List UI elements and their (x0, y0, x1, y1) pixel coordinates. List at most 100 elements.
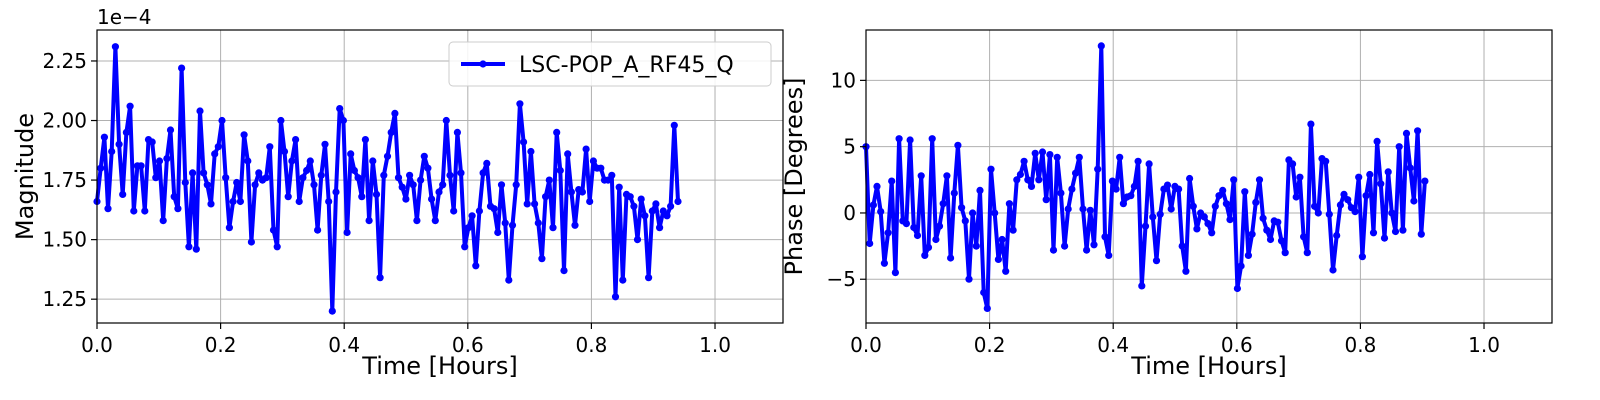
data-point (895, 135, 903, 143)
data-point (1266, 235, 1275, 244)
data-point (965, 275, 973, 283)
data-point (1005, 200, 1014, 208)
data-point (1027, 182, 1036, 190)
data-point (1020, 157, 1028, 165)
data-point (1314, 209, 1322, 217)
data-point (1068, 185, 1076, 193)
data-point (295, 197, 303, 206)
data-point (1208, 229, 1216, 237)
data-point (1200, 213, 1208, 221)
data-point (200, 169, 208, 177)
data-point (1219, 186, 1227, 194)
data-point (1061, 242, 1069, 250)
data-point (152, 174, 160, 182)
data-point (317, 171, 325, 179)
data-point (1344, 196, 1352, 204)
data-point (1035, 176, 1043, 184)
y-tick-label: 1.75 (42, 168, 87, 192)
data-point (928, 135, 936, 143)
data-point (1042, 196, 1050, 204)
data-point (1057, 189, 1065, 197)
data-point (943, 172, 951, 180)
data-point (1421, 177, 1429, 185)
data-point (251, 181, 259, 189)
data-point (1263, 226, 1271, 234)
data-point (428, 195, 436, 203)
series-markers (862, 42, 1429, 312)
data-point (670, 121, 678, 129)
data-point (1163, 181, 1172, 189)
data-point (196, 107, 204, 115)
data-point (1233, 284, 1241, 293)
data-point (336, 105, 344, 113)
data-point (185, 243, 193, 251)
data-point (556, 166, 564, 175)
data-point (163, 155, 171, 163)
data-point (159, 217, 167, 225)
data-point (1204, 220, 1212, 228)
data-point (1116, 153, 1124, 161)
y-tick-label: 1.25 (42, 287, 87, 311)
data-point (531, 200, 539, 208)
data-point (641, 212, 649, 220)
data-point (1296, 173, 1304, 181)
data-point (542, 193, 550, 201)
data-point (1410, 197, 1418, 205)
data-point (100, 133, 108, 141)
data-point (1094, 165, 1102, 173)
data-point (1380, 234, 1389, 242)
data-point (939, 200, 947, 208)
data-point (464, 224, 472, 232)
data-point (321, 140, 329, 148)
data-point (325, 197, 333, 206)
data-point (1130, 182, 1138, 190)
data-point (527, 147, 535, 156)
data-point (645, 274, 653, 282)
data-point (181, 178, 189, 187)
data-point (1186, 174, 1194, 183)
data-point (347, 150, 355, 158)
data-point (880, 259, 889, 267)
data-point (633, 236, 642, 244)
x-tick-label: 0.8 (1345, 333, 1377, 357)
data-point (203, 181, 211, 189)
data-point (104, 205, 112, 213)
data-point (269, 226, 278, 234)
data-point (1289, 160, 1297, 168)
y-tick-label: 0 (843, 201, 856, 225)
x-tick-label: 0.8 (576, 333, 608, 357)
data-point (222, 174, 230, 182)
data-point (170, 193, 178, 201)
data-point (888, 177, 896, 185)
data-point (608, 171, 616, 179)
axes-frame (96, 29, 784, 324)
x-tick-label: 0.6 (1221, 333, 1253, 357)
data-point (571, 221, 579, 229)
data-point (475, 207, 483, 215)
data-point (240, 131, 248, 139)
data-point (994, 255, 1003, 263)
data-point (972, 242, 980, 250)
data-point (1388, 209, 1396, 217)
data-point (233, 178, 241, 187)
x-tick-label: 0.2 (974, 333, 1006, 357)
data-point (1274, 218, 1282, 226)
data-point (1277, 237, 1286, 245)
data-point (1292, 193, 1300, 201)
data-point (1072, 169, 1080, 177)
data-point (619, 276, 627, 284)
data-point (1149, 213, 1157, 221)
x-axis-label: Time [Hours] (361, 352, 517, 380)
data-point (1391, 227, 1400, 236)
y-tick-label: 5 (843, 135, 856, 159)
data-point (1259, 214, 1267, 222)
data-point (218, 116, 226, 125)
data-point (1075, 153, 1083, 161)
y-axis-label: Phase [Degrees] (780, 78, 808, 276)
data-point (954, 141, 962, 149)
x-tick-label: 0.0 (850, 333, 882, 357)
data-point (372, 190, 381, 198)
data-point (446, 171, 454, 179)
data-point (1307, 120, 1315, 128)
